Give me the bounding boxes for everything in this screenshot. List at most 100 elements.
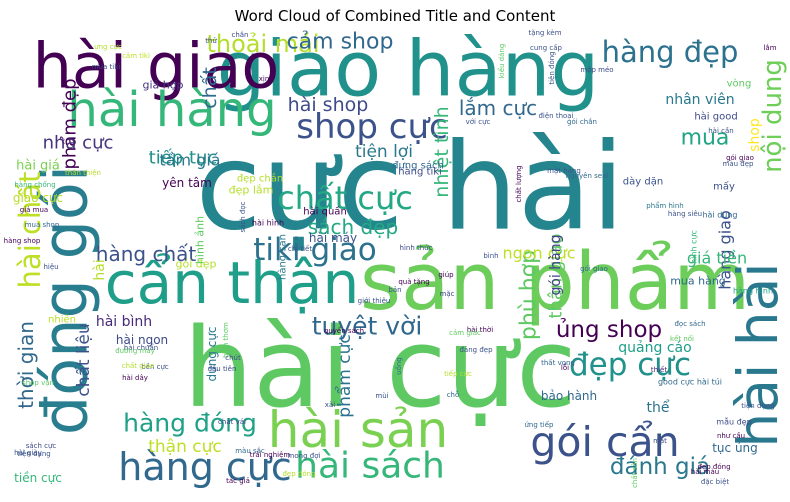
word-94: đẹp đóng <box>282 470 315 478</box>
word-26: phù hợp <box>517 250 542 340</box>
word-159: mặt hàng <box>547 167 581 175</box>
word-100: mua shop <box>25 221 60 229</box>
word-116: hài cần <box>708 127 733 135</box>
word-109: cung cấp <box>530 44 563 52</box>
word-113: gói chắn <box>567 117 597 126</box>
word-95: hài màu <box>691 468 719 476</box>
word-31: thời gian <box>14 321 38 409</box>
word-125: cảm giác <box>449 329 481 337</box>
word-92: giá mua <box>20 206 48 214</box>
word-151: giúp <box>438 271 454 279</box>
word-62: đẹp lắm <box>229 184 274 197</box>
word-11: hàng cực <box>118 445 292 489</box>
word-74: hài quần <box>303 206 347 218</box>
word-81: hàng hình <box>733 287 773 296</box>
word-107: kiểu dáng <box>497 44 506 79</box>
word-14: chất cực <box>277 179 413 217</box>
word-145: đầu tiên <box>208 365 237 373</box>
word-13: shop cực <box>296 107 447 147</box>
word-8: hài sản <box>268 401 449 459</box>
word-91: chất sản <box>631 458 639 488</box>
word-41: thận cực <box>148 437 222 457</box>
word-76: hàng sản <box>277 234 289 280</box>
word-75: đựng sách <box>392 160 444 172</box>
word-68: hài good <box>694 111 737 123</box>
word-21: tuyệt vời <box>312 312 423 341</box>
word-133: đặc biệt <box>701 478 730 486</box>
word-1: hài cực <box>183 304 576 432</box>
word-114: với cực <box>466 118 491 126</box>
word-40: chất liệu <box>73 323 94 396</box>
word-154: sách đọc <box>239 201 247 232</box>
word-126: thất vọng <box>541 359 575 367</box>
word-3: giao hàng <box>217 26 600 115</box>
word-150: bản <box>388 286 401 294</box>
word-156: bình <box>483 252 498 260</box>
word-98: hài giày <box>14 449 42 457</box>
word-39: phẩm cực <box>334 334 355 417</box>
word-139: xài <box>325 401 335 409</box>
word-137: mặt <box>653 437 667 445</box>
chart-title: Word Cloud of Combined Title and Content <box>234 7 556 25</box>
word-12: hài sách <box>295 446 445 487</box>
word-51: shop <box>747 118 763 152</box>
word-112: mua tiki <box>92 63 121 71</box>
word-49: nhân viên <box>665 92 734 108</box>
word-33: nhiệt tình <box>431 106 453 197</box>
word-129: uống <box>395 357 403 375</box>
word-96: màu sắc <box>235 446 265 455</box>
word-66: hình ảnh <box>194 216 207 264</box>
word-123: quyển sách <box>324 326 364 335</box>
word-86: đọc sách <box>674 320 705 328</box>
word-53: giao cực <box>13 191 63 205</box>
word-79: mẫu đẹp <box>716 417 751 427</box>
word-148: đường may <box>115 347 155 355</box>
word-47: quảng cáo <box>618 340 691 356</box>
word-111: cảm tiki <box>122 52 150 60</box>
word-42: tiện lợi <box>355 142 413 162</box>
word-102: ứng tiếp <box>525 421 555 429</box>
word-35: chất <box>199 67 221 109</box>
word-141: bền cực <box>141 363 169 371</box>
word-152: hiệu <box>43 263 58 271</box>
word-23: cảm shop <box>287 30 394 55</box>
word-38: nha cực <box>43 133 114 154</box>
word-63: dụng cực <box>205 326 219 381</box>
word-160: điện thoại <box>538 112 573 120</box>
word-105: xịn <box>259 75 270 83</box>
word-131: mong đợi <box>288 452 321 460</box>
word-90: tác giả <box>226 477 250 485</box>
word-153: thân thiện <box>65 169 101 177</box>
word-130: trải nghiệm <box>250 451 291 459</box>
word-18: hài chất <box>13 172 47 289</box>
word-17: hàng đẹp <box>602 35 739 69</box>
word-36: thân giao <box>546 233 567 318</box>
word-48: hài bình <box>96 314 152 330</box>
word-118: phẩm hình <box>646 201 683 210</box>
word-146: biến thơm <box>222 322 230 358</box>
word-67: giá hợp <box>143 79 184 92</box>
word-22: thoải mái <box>206 30 319 58</box>
word-128: tiếp cực <box>444 370 472 378</box>
word-110: lắm <box>763 43 776 52</box>
word-24: ủng shop <box>556 317 662 343</box>
word-73: hàng tiki <box>398 166 442 178</box>
word-162: mộp méo <box>580 66 613 74</box>
word-157: giới thiệu <box>358 297 391 305</box>
word-6: cẩn thận <box>105 249 359 317</box>
word-158: chất lượng <box>515 165 523 202</box>
word-10: gói cẩn <box>530 418 679 466</box>
word-16: đẹp cực <box>569 347 691 383</box>
word-5: đóng gói <box>29 165 102 435</box>
word-58: thể <box>647 399 670 416</box>
word-140: mùi <box>375 392 388 400</box>
word-142: sách cực <box>26 442 57 450</box>
word-32: hài shop <box>288 94 369 116</box>
word-20: hàng đóng <box>123 409 257 438</box>
word-132: đẹp đóng <box>697 463 730 471</box>
word-136: lỗi <box>561 363 569 372</box>
word-122: mặc <box>440 290 455 298</box>
word-115: nguyên seal <box>566 172 609 180</box>
word-144: chất giao <box>122 362 155 370</box>
word-46: giá tiền <box>687 249 747 268</box>
